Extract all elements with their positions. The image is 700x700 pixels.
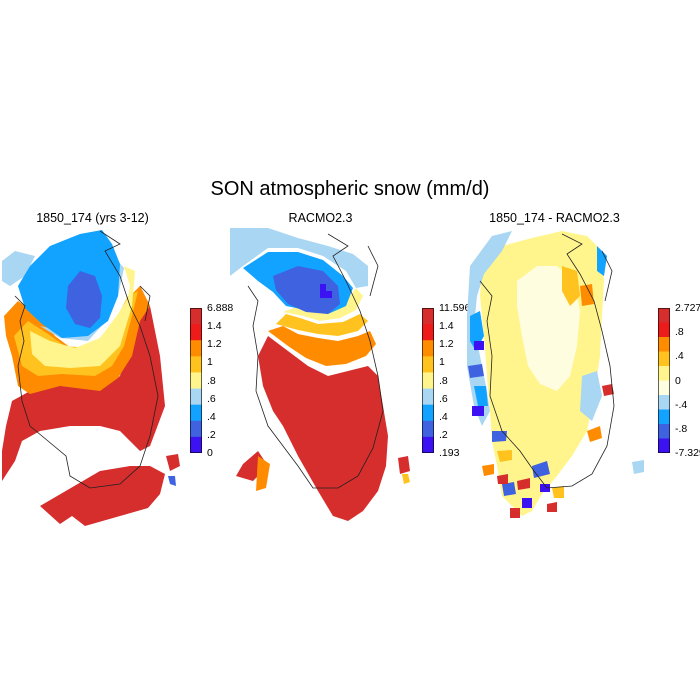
colorbar-frame [422,308,434,453]
colorbar-tick-label: 0 [207,447,213,459]
field-layer-orange [256,326,376,491]
colorbar-tick-label: -.4 [675,398,688,411]
colorbar-swatch [190,308,202,325]
field-layer-blue [273,266,340,314]
colorbar-obs [422,308,434,453]
colorbar-swatch [658,409,670,425]
colorbar-tick-label: .8 [207,374,216,387]
colorbar-tick-label: .8 [439,374,448,387]
field-layer-red [2,286,165,526]
colorbar-swatch [422,420,434,438]
colorbar-frame [658,308,670,453]
colorbar-swatch [422,436,434,453]
map-diff [467,231,644,518]
colorbar-tick-label: .4 [207,410,216,423]
colorbar-swatch [422,324,434,341]
colorbar-tick-label: .4 [675,350,684,363]
field-layer-offshore [398,456,410,474]
greenland-field-diff [467,231,644,518]
field-layer-cyan [470,246,607,406]
colorbar-tick-label: 6.888 [207,302,234,314]
colorbar-swatch [190,436,202,453]
field-layer-violet [320,284,332,298]
colorbar-tick-label: -.8 [675,422,688,435]
colorbar-tick-label: -7.329 [675,447,700,459]
colorbar-tick-label: 1.4 [439,320,454,333]
panel-title-diff: 1850_174 - RACMO2.3 [489,211,620,225]
colorbar-tick-label: .4 [439,410,448,423]
colorbar-tick-label: 1 [207,356,213,369]
colorbar-swatch [422,308,434,325]
colorbar-swatch [422,340,434,357]
colorbar-swatch [658,322,670,338]
colorbar-swatch [658,308,670,323]
colorbar-tick-label: 1.2 [439,338,454,351]
colorbar-diff [658,308,670,453]
field-layer-violet [472,341,550,508]
coastline-obs [247,233,384,489]
colorbar-tick-label: 11.596 [439,302,471,314]
greenland-field-obs [230,228,410,521]
colorbar-tick-label: 0 [675,374,681,387]
colorbar-tick-label: .8 [675,326,684,339]
field-layer-pale [283,288,363,321]
colorbar-swatch [422,404,434,422]
field-layer-offshore [632,460,644,474]
colorbar-swatch [190,372,202,389]
colorbar-frame [190,308,202,453]
colorbar-tick-label: .6 [207,392,216,405]
colorbar-swatch [658,395,670,410]
field-layer-yellow [276,314,368,336]
colorbar-swatch [658,424,670,439]
colorbar-tick-label: 1.4 [207,320,222,333]
colorbar-tick-label: .193 [439,447,460,459]
coastline-model [14,230,159,489]
panel-title-model: 1850_174 (yrs 3-12) [36,211,149,225]
colorbar-tick-label: 2.727 [675,302,700,314]
colorbar-swatch [658,351,670,367]
colorbar-tick-label: .2 [439,428,448,441]
colorbar-tick-label: .2 [207,428,216,441]
field-layer-offshore-blue [168,476,176,486]
field-layer-offshore-yellow [402,474,410,484]
field-layer-yellow [497,266,580,498]
colorbar-tick-label: 1 [439,356,445,369]
field-layer-cream [517,266,580,391]
panel-title-obs: RACMO2.3 [288,211,353,225]
field-layer-pale [30,266,135,368]
field-layer-lightblue [2,251,124,341]
map-obs [230,228,410,521]
colorbar-swatch [658,380,670,396]
colorbar-swatch [422,356,434,373]
colorbar-swatch [190,324,202,341]
greenland-field-model [2,230,180,526]
colorbar-tick-label: .6 [439,392,448,405]
colorbar-swatch [658,366,670,381]
colorbar-swatch [190,356,202,373]
field-layer-red [236,336,388,521]
map-model [2,230,180,526]
colorbar-swatch [190,340,202,357]
colorbar-swatch [190,404,202,422]
field-layer-orange [482,284,602,476]
colorbar-swatch [658,438,670,453]
colorbar-swatch [658,337,670,352]
field-layer-offshore [166,454,180,471]
field-layer-blue [66,271,102,328]
figure-title: SON atmospheric snow (mm/d) [210,178,490,200]
colorbar-swatch [422,388,434,406]
colorbar-model [190,308,202,453]
coastline-diff [479,233,615,489]
colorbar-tick-label: 1.2 [207,338,222,351]
colorbar-swatch [422,372,434,389]
field-layer-red [497,384,614,518]
field-layer-lightblue [230,228,368,288]
colorbar-swatch [190,388,202,406]
colorbar-swatch [190,420,202,438]
